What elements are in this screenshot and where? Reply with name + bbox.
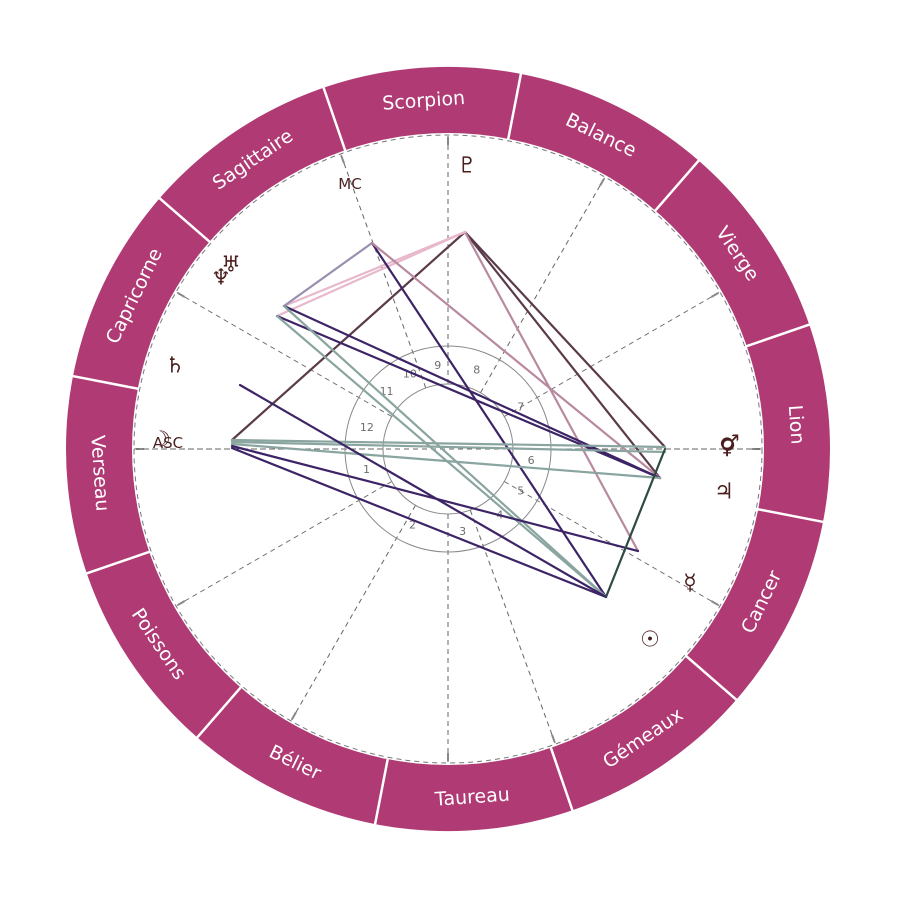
zodiac-divider [549, 746, 574, 812]
aspect-line [230, 442, 662, 480]
zodiac-divider [71, 374, 140, 391]
zodiac-divider [745, 323, 811, 348]
asc-label: ASC [153, 434, 183, 452]
zodiac-divider [756, 507, 825, 524]
aspect-line [238, 383, 608, 599]
aspect-line [275, 314, 608, 599]
mc-label: MC [338, 175, 361, 193]
aspect-line [604, 447, 667, 599]
house-cusp-line [175, 291, 392, 417]
sign-label-lion: Lion [784, 404, 809, 445]
sun-icon: ☉ [640, 628, 660, 653]
sign-label-taureau: Taureau [433, 784, 510, 811]
house-cusp-line [480, 176, 606, 393]
saturn-icon: ♄ [165, 354, 185, 379]
zodiac-divider [195, 685, 243, 739]
cusp-tick [599, 178, 605, 187]
mars-icon: ♂ [720, 432, 740, 457]
aspect-line [230, 446, 608, 599]
angle-labels: ASC MC [153, 175, 362, 452]
cusp-tick [340, 155, 345, 164]
cusp-tick [551, 734, 556, 743]
house-number-5: 5 [517, 485, 524, 498]
aspect-lines [230, 230, 667, 599]
uranus-icon: ♅ [221, 253, 241, 278]
cusp-tick [291, 711, 297, 720]
house-number-1: 1 [363, 463, 370, 476]
aspect-line [230, 440, 667, 454]
house-number-9: 9 [434, 359, 441, 372]
cusp-tick [710, 600, 719, 606]
house-number-2: 2 [409, 519, 416, 532]
house-cusp-line [175, 481, 392, 607]
cusp-tick [177, 292, 186, 298]
house-cusp-line [340, 153, 427, 389]
inner-dashed-circle [133, 134, 763, 764]
aspect-line [282, 304, 662, 480]
sign-label-verseau: Verseau [86, 435, 113, 513]
zodiac-divider [85, 550, 151, 575]
house-cusp-line [290, 505, 416, 722]
aspect-line [463, 230, 662, 480]
zodiac-divider [158, 196, 212, 244]
house-number-8: 8 [473, 364, 480, 377]
house-number-11: 11 [380, 385, 394, 398]
house-cusp-line [469, 509, 556, 745]
house-cusp-line [504, 481, 721, 607]
house-cusp-lines [134, 135, 762, 763]
zodiac-divider [684, 654, 738, 702]
jupiter-icon: ♃ [714, 480, 734, 505]
cusp-tick [177, 600, 186, 606]
house-number-6: 6 [528, 454, 535, 467]
zodiac-dividers [71, 72, 825, 826]
neptune-icon: ♆ [211, 266, 231, 291]
aspect-line [282, 304, 608, 599]
house-number-12: 12 [360, 421, 374, 434]
mercury-icon: ☿ [683, 571, 697, 596]
aspect-line [282, 241, 374, 308]
zodiac-divider [373, 757, 390, 826]
aspect-line [463, 230, 640, 553]
aspect-line [370, 241, 662, 480]
aspect-line [275, 314, 662, 480]
house-number-3: 3 [459, 525, 466, 538]
aspect-line [463, 230, 667, 449]
aspect-line [370, 241, 608, 599]
house-cusp-line [504, 291, 721, 417]
moon-icon: ☽ [151, 428, 171, 453]
pluto-icon: ♇ [457, 154, 477, 179]
cusp-tick [710, 292, 719, 298]
house-number-7: 7 [517, 401, 524, 414]
zodiac-divider [506, 72, 523, 141]
aspect-line [275, 230, 467, 318]
aspect-line [230, 438, 667, 449]
venus-icon: ♀ [719, 435, 735, 460]
planet-glyphs: ♇ ♅♆ ♄ ☽ ♀♂ ♃ ☿ ☉ [151, 154, 740, 653]
zodiac-divider [322, 86, 347, 152]
zodiac-divider [653, 159, 701, 213]
